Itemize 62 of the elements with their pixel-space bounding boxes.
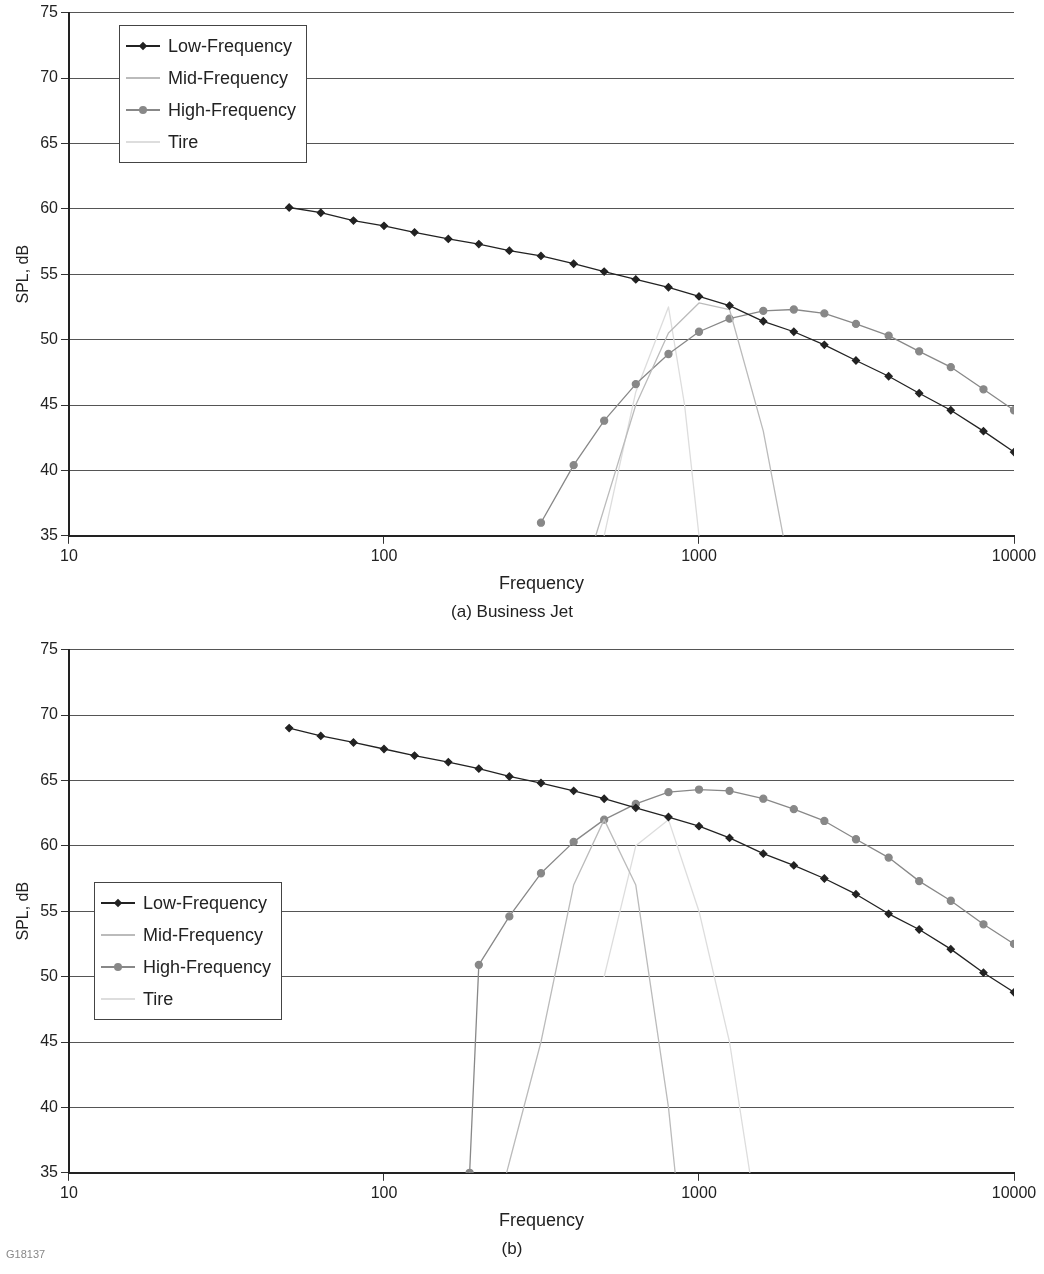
point	[979, 427, 988, 436]
point	[664, 283, 673, 292]
y-tick-label: 75	[40, 640, 59, 658]
y-tick-label: 65	[40, 133, 59, 151]
x-tick-label: 1000	[681, 546, 717, 564]
legend-label: High-Frequency	[142, 956, 272, 980]
legend-label: Mid-Frequency	[167, 66, 289, 90]
point	[884, 372, 893, 381]
y-tick-label: 75	[40, 3, 59, 21]
y-tick-label: 40	[40, 1097, 59, 1115]
legend-label: Low-Frequency	[167, 34, 293, 58]
y-tick-label: 55	[40, 264, 59, 282]
legend-label: Tire	[142, 988, 174, 1012]
text: (b)	[501, 1239, 523, 1259]
y-tick-label: 40	[40, 460, 59, 478]
y-axis-title: SPL, dB	[14, 244, 32, 304]
point	[316, 208, 325, 217]
y-tick-label: 60	[40, 199, 59, 217]
x-tick-label: 100	[370, 546, 398, 564]
point	[474, 239, 483, 249]
legend-label: Mid-Frequency	[142, 924, 264, 948]
point	[789, 327, 798, 336]
y-tick-label: 50	[40, 330, 59, 348]
y-tick-label: 45	[40, 395, 59, 413]
x-axis-title: Frequency	[498, 572, 585, 593]
text: (a) Business Jet	[451, 602, 574, 622]
x-tick-label: 10000	[991, 1183, 1037, 1201]
y-tick-label: 35	[40, 1163, 59, 1181]
x-tick-label: 10	[60, 1183, 78, 1201]
x-tick-label: 10	[60, 546, 78, 564]
y-tick-label: 60	[40, 836, 59, 854]
point	[410, 228, 419, 237]
y-tick-label: 70	[40, 68, 59, 86]
point	[536, 251, 546, 261]
point	[915, 389, 924, 398]
y-tick-label: 50	[40, 967, 59, 985]
point	[505, 246, 514, 255]
text: G18137	[6, 1247, 46, 1260]
y-tick-label: 65	[40, 770, 59, 788]
point	[725, 301, 734, 310]
x-axis-title: Frequency	[498, 1209, 585, 1230]
point	[285, 203, 294, 212]
legend-label: High-Frequency	[167, 98, 297, 122]
point	[946, 406, 955, 415]
y-tick-label: 70	[40, 705, 59, 723]
legend-label: Low-Frequency	[142, 892, 268, 916]
point	[379, 221, 389, 230]
point	[631, 275, 640, 284]
x-tick-label: 100	[370, 1183, 398, 1201]
y-tick-label: 55	[40, 901, 59, 919]
legend-label: Tire	[167, 130, 199, 154]
y-tick-label: 35	[40, 526, 59, 544]
point	[820, 340, 829, 349]
point	[444, 234, 453, 244]
y-axis-title: SPL, dB	[14, 881, 32, 941]
point	[569, 259, 578, 268]
x-tick-label: 1000	[681, 1183, 717, 1201]
y-tick-label: 45	[40, 1032, 59, 1050]
x-tick-label: 10000	[991, 546, 1037, 564]
point	[759, 317, 768, 326]
point	[600, 267, 609, 276]
point	[349, 216, 358, 225]
